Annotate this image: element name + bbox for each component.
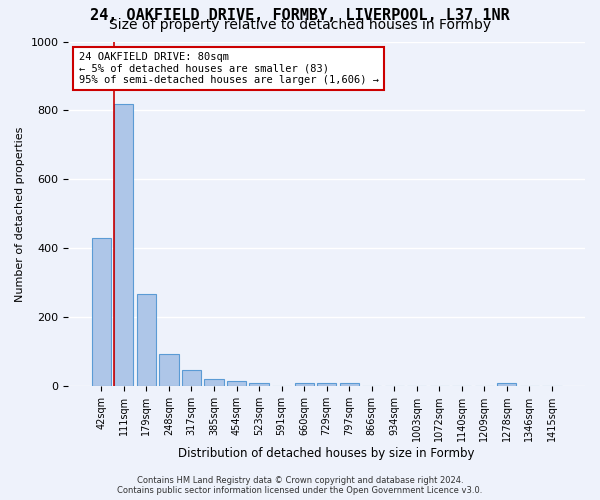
Text: 24, OAKFIELD DRIVE, FORMBY, LIVERPOOL, L37 1NR: 24, OAKFIELD DRIVE, FORMBY, LIVERPOOL, L… (90, 8, 510, 22)
Bar (250, 383, 269, 386)
Text: 24 OAKFIELD DRIVE: 80sqm
← 5% of detached houses are smaller (83)
95% of semi-de: 24 OAKFIELD DRIVE: 80sqm ← 5% of detache… (79, 52, 379, 85)
Bar (295, 383, 314, 386)
Bar (114, 104, 133, 386)
Bar (137, 294, 156, 386)
Bar (205, 380, 224, 386)
Y-axis label: Number of detached properties: Number of detached properties (15, 126, 25, 302)
Bar (92, 238, 111, 386)
Bar (182, 370, 201, 386)
Text: Contains HM Land Registry data © Crown copyright and database right 2024.
Contai: Contains HM Land Registry data © Crown c… (118, 476, 482, 495)
Bar (497, 383, 517, 386)
Bar (227, 381, 246, 386)
Text: Size of property relative to detached houses in Formby: Size of property relative to detached ho… (109, 18, 491, 32)
Bar (317, 383, 336, 386)
Bar (160, 354, 179, 386)
Bar (340, 383, 359, 386)
X-axis label: Distribution of detached houses by size in Formby: Distribution of detached houses by size … (178, 447, 475, 460)
